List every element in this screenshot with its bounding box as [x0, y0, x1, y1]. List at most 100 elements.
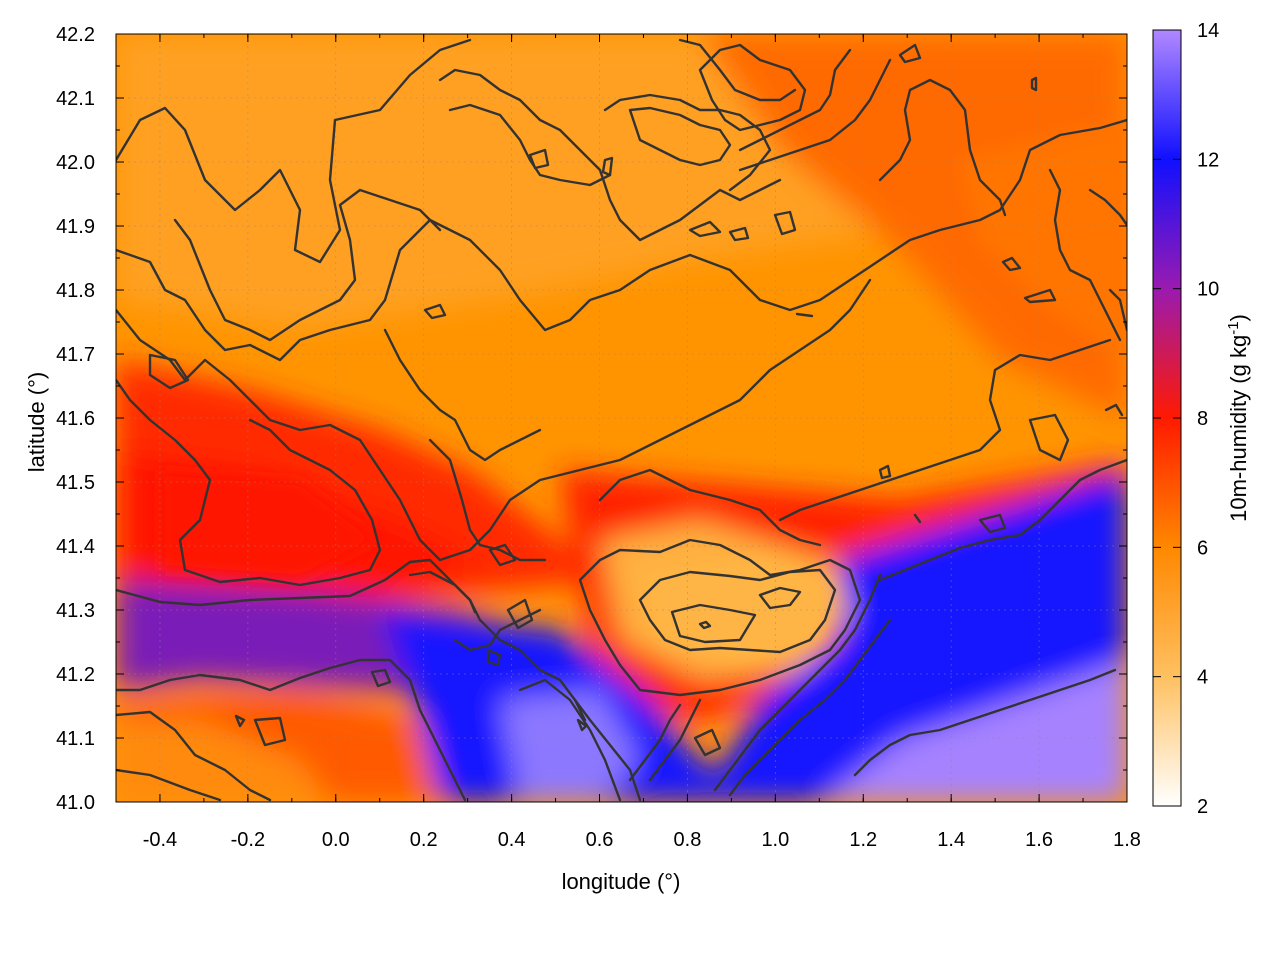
y-tick-label: 42.1	[56, 88, 95, 110]
contour-line	[648, 698, 702, 782]
contour-line	[448, 103, 612, 187]
contour-line	[423, 303, 447, 320]
contour-line	[116, 278, 872, 562]
y-tick-label: 41.0	[56, 792, 95, 814]
contour-line	[698, 43, 807, 132]
contour-line	[601, 156, 614, 177]
contour-line	[738, 58, 892, 172]
contour-line	[116, 768, 222, 802]
x-tick-label: 0.4	[498, 829, 526, 851]
contour-line	[408, 570, 477, 614]
colorbar-tick-label: 12	[1197, 149, 1219, 171]
contour-line	[573, 698, 587, 722]
y-axis: 41.0 41.1 41.2 41.3 41.4 41.5 41.6 41.7 41.8 41.9…	[56, 24, 1127, 814]
colorbar-tick-label: 2	[1197, 796, 1208, 818]
contour-line	[678, 38, 797, 102]
contour-line	[603, 93, 772, 192]
contour-line	[878, 464, 892, 480]
contour-line	[370, 668, 392, 688]
contour-line	[878, 78, 1007, 217]
contour-line	[576, 718, 588, 732]
x-axis-label: longitude (°)	[562, 869, 681, 894]
y-tick-label: 41.9	[56, 216, 95, 238]
contour-line	[713, 573, 882, 792]
x-tick-label: 0.8	[674, 829, 702, 851]
contour-line	[628, 703, 682, 782]
contour-line	[913, 513, 922, 524]
x-tick-label: 1.8	[1113, 829, 1141, 851]
contour-line	[116, 658, 467, 802]
y-tick-label: 41.1	[56, 728, 95, 750]
contour-line	[1108, 288, 1127, 332]
x-tick-label: -0.2	[231, 829, 265, 851]
contour-line	[1023, 288, 1057, 304]
contour-line	[173, 188, 442, 342]
y-tick-label: 41.8	[56, 280, 95, 302]
x-tick-label: 1.4	[937, 829, 965, 851]
x-tick-label: 1.0	[761, 829, 789, 851]
colorbar-label: 10m-humidity (g kg-1)	[1225, 314, 1251, 522]
contour-line	[234, 714, 246, 728]
y-tick-label: 41.7	[56, 344, 95, 366]
x-tick-label: -0.4	[143, 829, 177, 851]
contour-line	[116, 378, 382, 587]
y-axis-label: latitude (°)	[24, 372, 49, 473]
contour-line	[486, 648, 502, 667]
contour-line	[698, 620, 712, 630]
contour-line	[453, 608, 542, 652]
contour-line	[728, 618, 892, 797]
contour-line	[383, 328, 542, 462]
contour-line	[878, 458, 1127, 582]
y-tick-label: 41.3	[56, 600, 95, 622]
x-tick-label: 0.6	[586, 829, 614, 851]
colorbar-tick-label: 6	[1197, 537, 1208, 559]
contour-line	[795, 312, 814, 318]
contour-line	[688, 220, 722, 238]
contour-line	[253, 716, 287, 747]
colorbar-tick-label: 8	[1197, 408, 1208, 430]
colorbar-tick-label: 4	[1197, 667, 1208, 689]
contour-line	[578, 538, 862, 697]
contour-line	[1028, 413, 1070, 462]
contour-line	[528, 148, 550, 170]
contour-line	[778, 338, 1112, 522]
y-tick-label: 41.6	[56, 408, 95, 430]
contour-line	[438, 68, 782, 242]
contour-line	[518, 678, 622, 802]
x-tick-label: 0.0	[322, 829, 350, 851]
contour-line	[1030, 76, 1038, 92]
y-tick-label: 41.5	[56, 472, 95, 494]
contour-line	[116, 118, 1127, 362]
colorbar-label-superscript: -1	[1225, 321, 1242, 334]
colorbar-ticks: 2 4 6 8 10 12 14	[1153, 20, 1219, 818]
contour-line	[638, 568, 837, 654]
contour-line	[728, 226, 750, 242]
contour-line	[1104, 403, 1124, 417]
y-tick-label: 41.4	[56, 536, 95, 558]
contour-line	[978, 513, 1007, 534]
contour-line	[488, 543, 517, 567]
colorbar-tick-label: 10	[1197, 279, 1219, 301]
contour-line	[693, 728, 722, 757]
contour-line	[738, 48, 852, 152]
x-tick-label: 0.2	[410, 829, 438, 851]
contour-line	[148, 353, 190, 390]
colorbar-label-main: 10m-humidity (g kg	[1226, 335, 1251, 522]
colorbar-tick-label: 14	[1197, 20, 1219, 42]
contour-line	[773, 210, 797, 236]
elevation-contours	[116, 38, 1127, 802]
x-tick-label: 1.2	[849, 829, 877, 851]
contour-line	[758, 586, 802, 610]
contour-line	[853, 668, 1117, 777]
colorbar-label-end: )	[1226, 314, 1251, 321]
x-tick-label: 1.6	[1025, 829, 1053, 851]
contour-line	[628, 106, 732, 167]
y-tick-label: 42.0	[56, 152, 95, 174]
contour-line	[506, 598, 534, 630]
contour-line	[1001, 256, 1022, 272]
colorbar: 2 4 6 8 10 12 14 10m-humidity (g kg-1)	[1152, 20, 1251, 818]
contour-line	[670, 603, 757, 644]
x-axis: -0.4 -0.2 0.0 0.2 0.4 0.6 0.8 1.0 1.2 1.4 1.6 1.8	[115, 34, 1141, 851]
contour-line	[1048, 168, 1122, 342]
